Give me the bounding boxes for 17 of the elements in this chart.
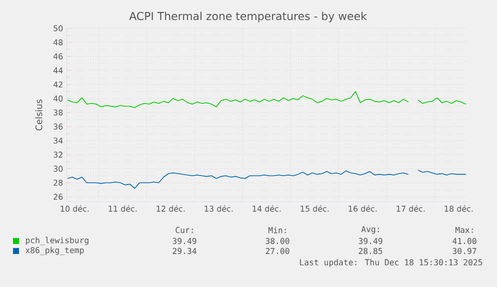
text: Last update: Thu Dec 18 15:30:13 2025 <box>300 259 482 267</box>
text: 38.00 <box>266 238 290 244</box>
text: 29.34 <box>172 248 196 254</box>
text: 39.49 <box>172 238 196 244</box>
text: Avg: <box>361 226 379 234</box>
text: 41.00 <box>452 238 476 244</box>
y-axis-title: Celsius <box>35 100 42 130</box>
legend-label: pch_lewisburg <box>26 236 88 246</box>
text: 27.00 <box>266 248 290 254</box>
text: 28.85 <box>358 248 382 254</box>
text: 39.49 <box>358 238 382 244</box>
text: Max: <box>455 226 473 234</box>
legend-label: x86_pkg_temp <box>26 246 84 256</box>
chart-title: ACPI Thermal zone temperatures - by week <box>129 12 367 22</box>
text: Min: <box>268 226 286 234</box>
text: 30.97 <box>452 248 476 254</box>
text: Cur: <box>176 226 193 234</box>
